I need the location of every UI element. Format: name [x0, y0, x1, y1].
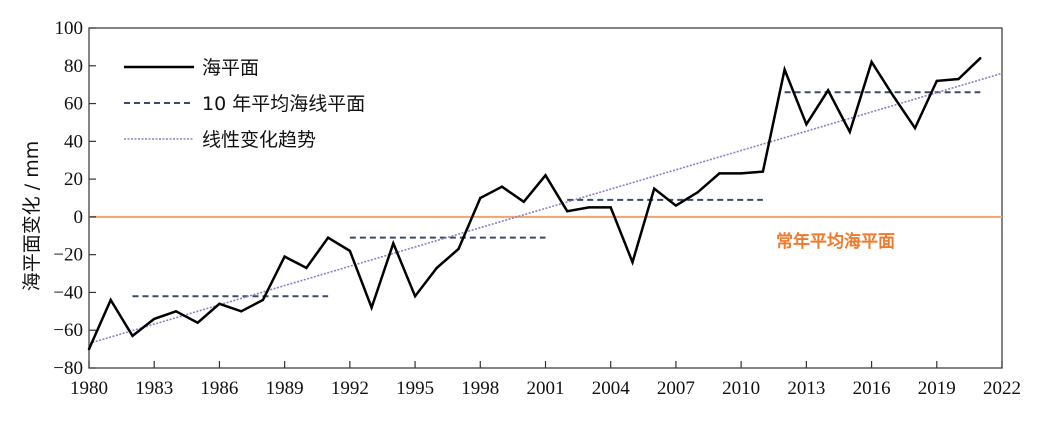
sea-level-point-1996 — [435, 266, 439, 270]
sea-level-point-2017 — [892, 94, 895, 98]
reference-line-label: 常年平均海平面 — [776, 231, 895, 252]
sea-level-point-2020 — [957, 77, 960, 81]
x-tick-label: 1995 — [396, 378, 434, 399]
sea-level-point-2010 — [739, 172, 743, 175]
x-tick-label: 2004 — [592, 378, 631, 399]
sea-level-point-2021 — [979, 57, 982, 60]
y-tick-label: 0 — [74, 207, 84, 228]
x-tick-label: 1983 — [135, 378, 173, 399]
sea-level-point-1994 — [392, 242, 395, 245]
sea-level-point-1991 — [326, 236, 330, 239]
x-tick-label: 1992 — [331, 378, 369, 399]
y-tick-label: −80 — [53, 358, 83, 379]
sea-level-point-1998 — [479, 196, 482, 200]
decade-average-series — [132, 91, 981, 298]
sea-level-point-2019 — [935, 79, 938, 83]
sea-level-point-2005 — [631, 261, 634, 264]
legend-label-decade-average: 10 年平均海线平面 — [202, 93, 365, 115]
sea-level-point-1982 — [131, 334, 134, 338]
sea-level-point-1983 — [153, 317, 156, 321]
y-tick-label: 40 — [64, 131, 83, 152]
sea-level-point-1997 — [457, 247, 460, 251]
sea-level-point-2006 — [652, 187, 656, 190]
sea-level-point-1985 — [196, 321, 199, 324]
sea-level-series — [87, 57, 982, 351]
x-tick-label: 2010 — [722, 378, 760, 399]
sea-level-point-2001 — [544, 174, 547, 177]
sea-level-point-1980 — [87, 347, 91, 351]
sea-level-point-2002 — [566, 210, 569, 213]
sea-level-point-2015 — [848, 130, 852, 134]
x-tick-label: 2001 — [527, 378, 565, 399]
sea-level-point-2014 — [826, 89, 830, 92]
y-tick-label: −20 — [53, 245, 83, 266]
y-tick-label: 100 — [55, 18, 84, 39]
sea-level-point-2016 — [870, 60, 873, 64]
x-tick-label: 2007 — [657, 378, 695, 399]
y-tick-label: −60 — [53, 320, 83, 341]
x-tick-label: 2016 — [853, 378, 891, 399]
sea-level-point-1981 — [109, 298, 112, 302]
y-axis-label: 海平面变化 / mm — [21, 141, 43, 292]
x-tick-label: 1998 — [461, 378, 499, 399]
sea-level-point-2009 — [718, 172, 721, 175]
sea-level-point-2004 — [609, 206, 612, 209]
legend: 海平面 10 年平均海线平面 线性变化趋势 — [124, 57, 365, 151]
sea-level-point-1984 — [174, 310, 178, 313]
sea-level-point-1993 — [370, 306, 373, 309]
sea-level-point-1988 — [261, 298, 265, 302]
sea-level-point-2007 — [674, 204, 678, 207]
sea-level-point-1989 — [283, 255, 286, 258]
x-tick-label: 2013 — [787, 378, 825, 399]
sea-level-point-2011 — [761, 170, 765, 173]
legend-label-sea-level: 海平面 — [202, 57, 259, 79]
x-tick-label: 2019 — [918, 378, 956, 399]
x-tick-label: 1986 — [200, 378, 238, 399]
sea-level-point-2013 — [805, 123, 808, 126]
sea-level-point-1987 — [239, 310, 243, 313]
y-tick-label: −40 — [53, 282, 83, 303]
sea-level-point-2003 — [587, 206, 591, 209]
sea-level-point-2008 — [696, 191, 699, 194]
y-tick-label: 80 — [64, 56, 83, 77]
sea-level-point-1990 — [305, 266, 308, 270]
sea-level-point-1986 — [218, 302, 221, 305]
sea-level-point-1995 — [413, 295, 417, 298]
x-tick-label: 2022 — [983, 378, 1021, 399]
sea-level-point-2000 — [522, 200, 525, 203]
y-tick-label: 20 — [64, 169, 83, 190]
trend-line — [88, 72, 1003, 345]
y-tick-label: 60 — [64, 94, 83, 115]
sea-level-point-2012 — [783, 68, 786, 71]
x-tick-label: 1980 — [70, 378, 108, 399]
sea-level-line — [87, 57, 982, 350]
sea-level-point-2018 — [913, 126, 917, 130]
sea-level-point-1992 — [348, 249, 352, 253]
x-tick-label: 1989 — [266, 378, 304, 399]
trend-series — [88, 72, 1003, 345]
legend-label-trend: 线性变化趋势 — [202, 129, 316, 151]
sea-level-point-1999 — [500, 185, 504, 188]
